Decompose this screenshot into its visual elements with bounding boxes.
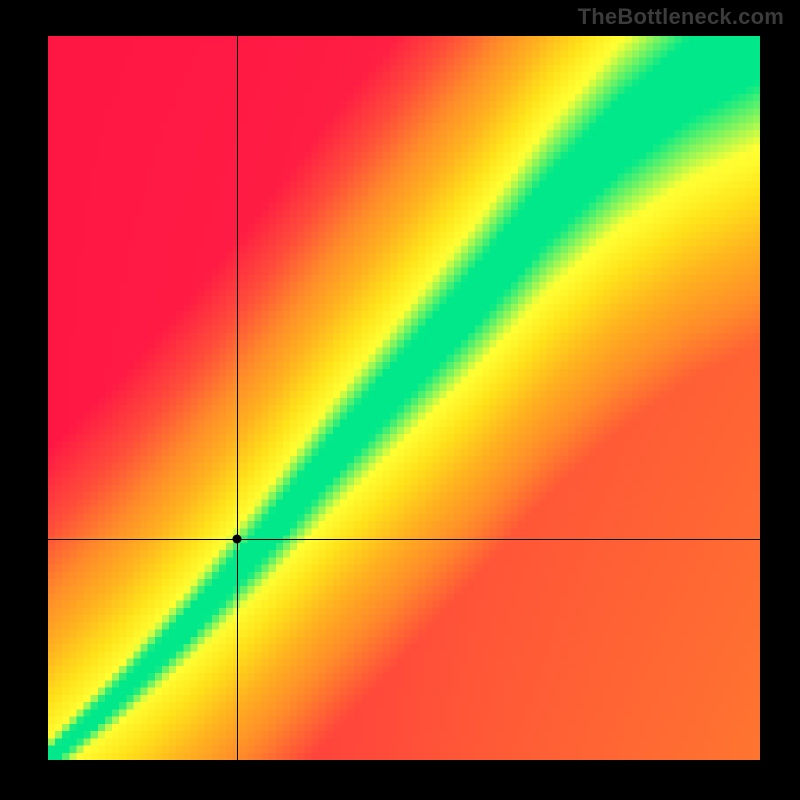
heatmap-canvas <box>48 36 760 760</box>
crosshair-horizontal <box>48 539 760 540</box>
heatmap-plot <box>48 36 760 760</box>
frame: TheBottleneck.com <box>0 0 800 800</box>
attribution-label: TheBottleneck.com <box>578 4 784 30</box>
marker-dot <box>232 535 241 544</box>
crosshair-vertical <box>237 36 238 760</box>
